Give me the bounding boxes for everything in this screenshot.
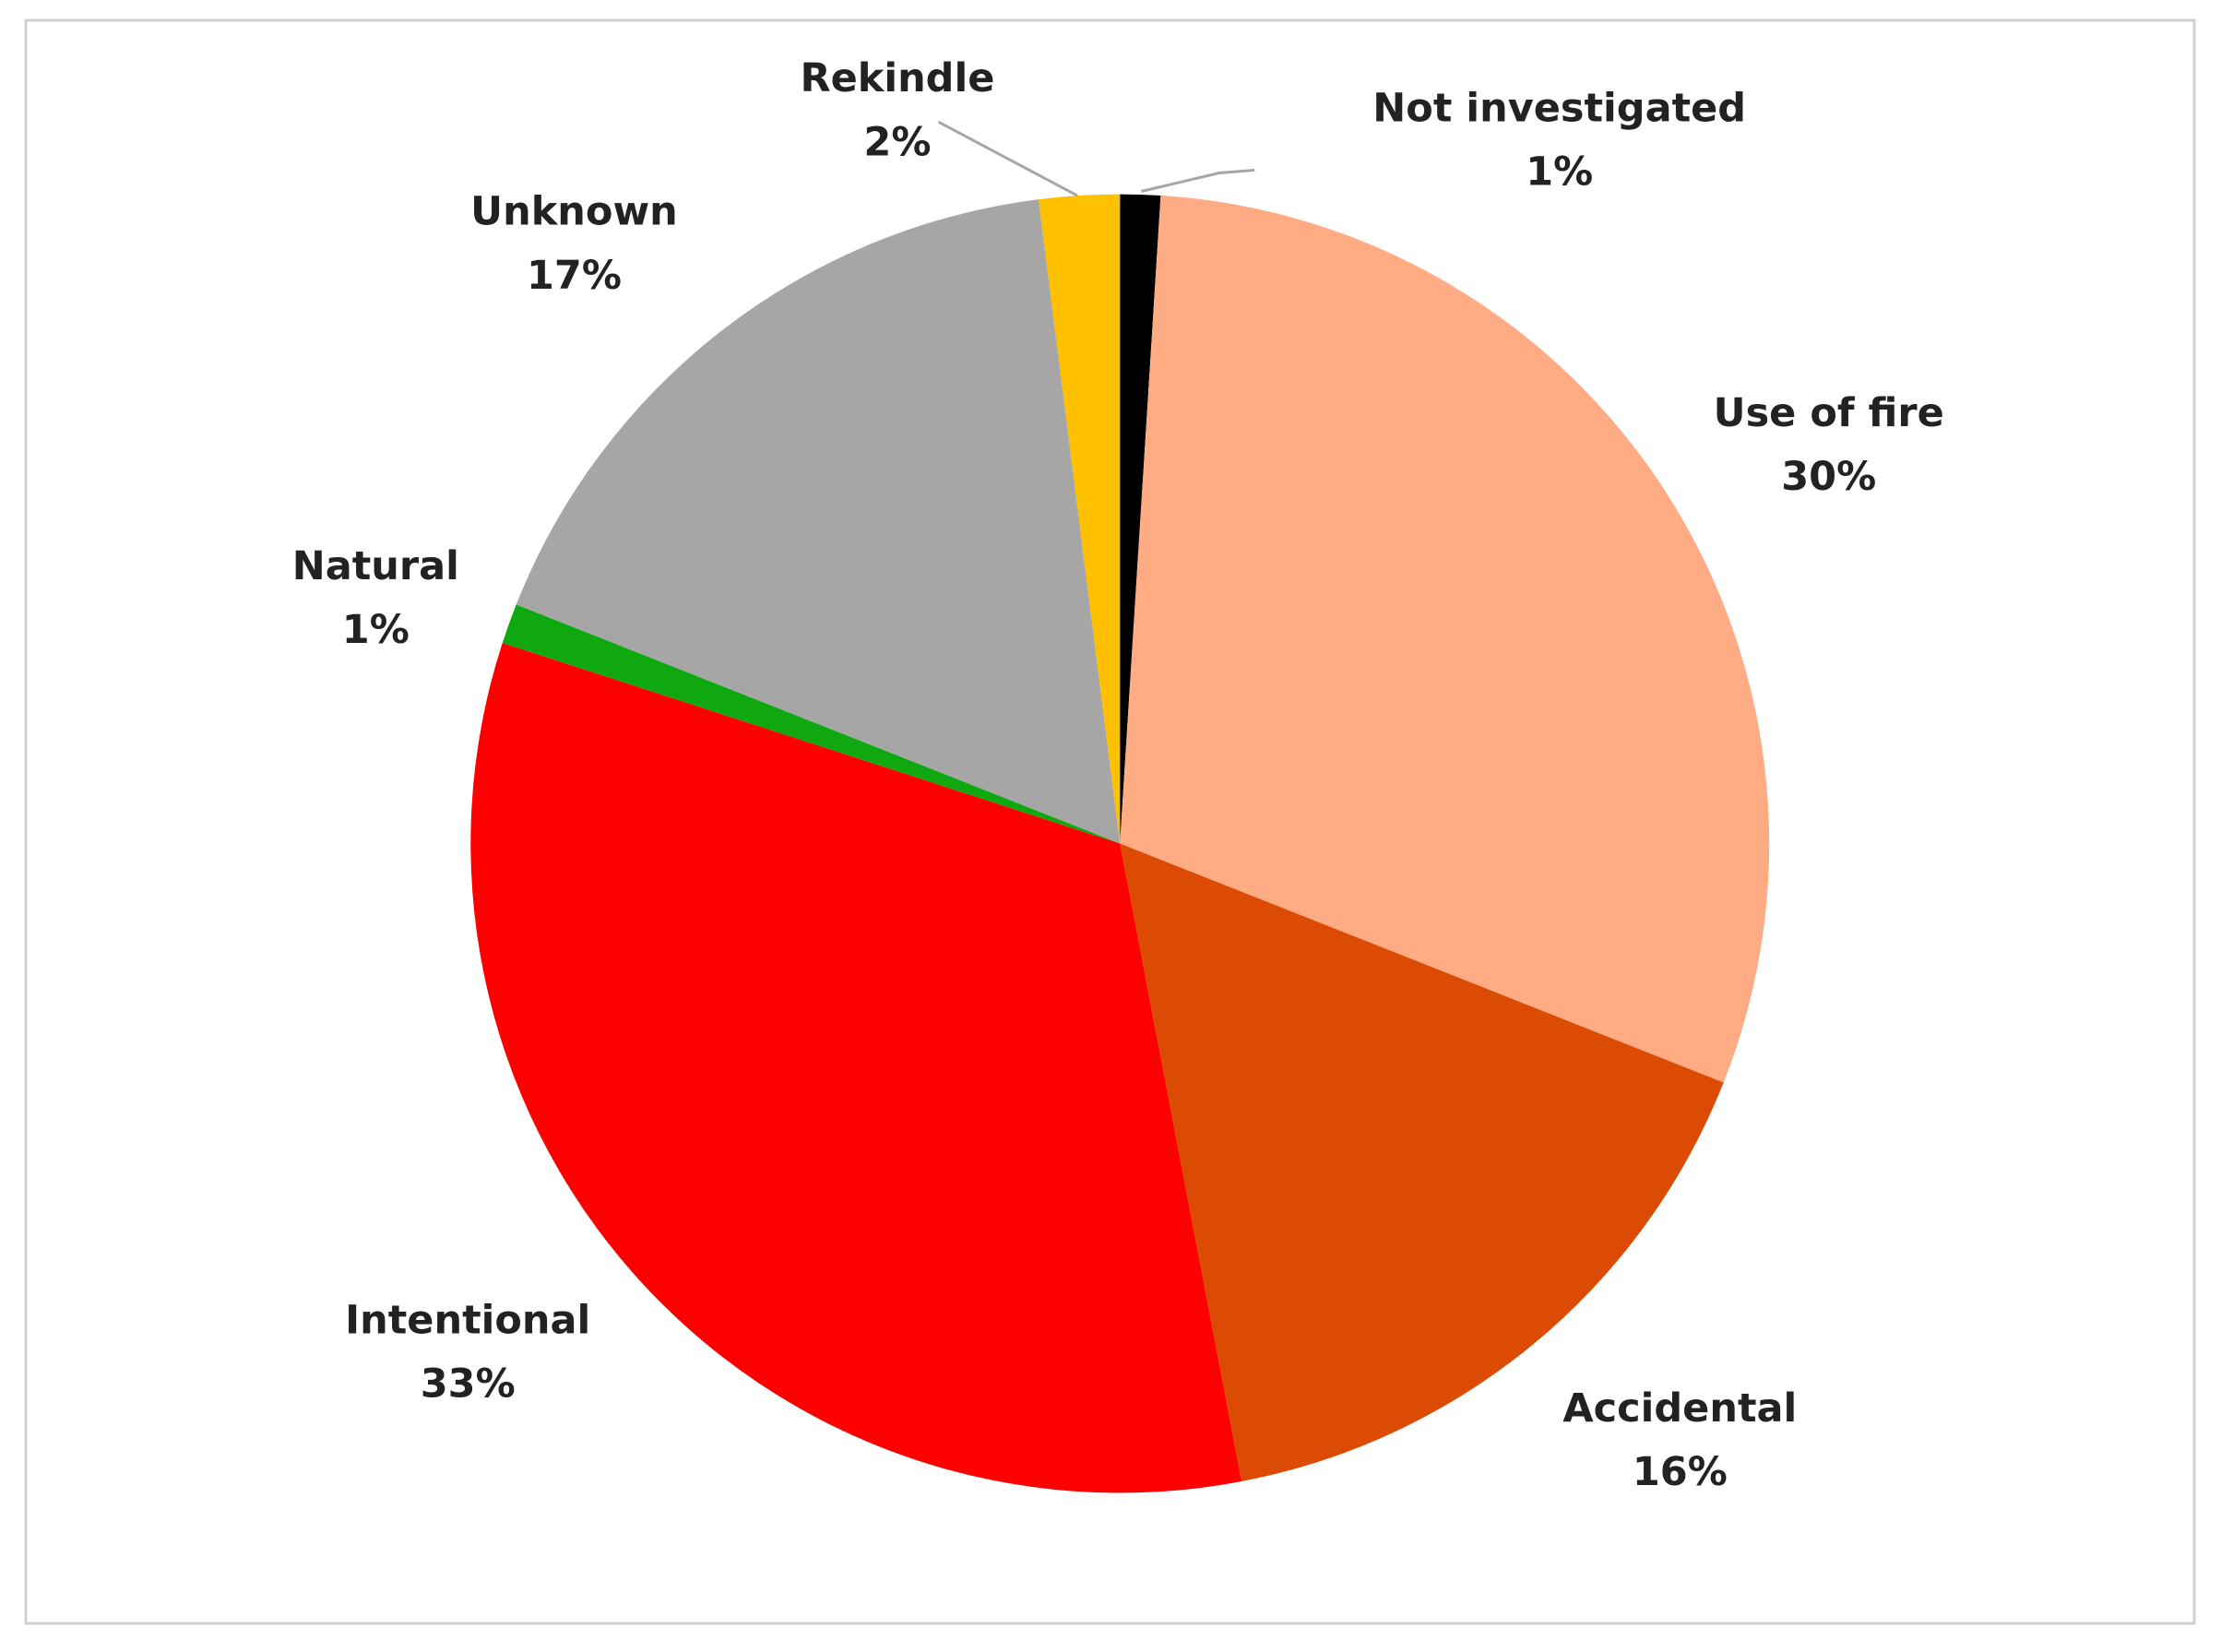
pie-slice [470, 642, 1242, 1493]
slice-label: Intentional [345, 1298, 590, 1344]
pie-slice [1120, 195, 1770, 1083]
pie-slice [1120, 843, 1724, 1481]
slice-label: Natural [292, 543, 459, 589]
value-label: 33% [421, 1361, 516, 1408]
pie-slice [1120, 194, 1161, 844]
leader-line [937, 120, 1078, 197]
slice-label: Rekindle [800, 55, 994, 101]
value-label: 30% [1781, 454, 1876, 500]
value-label: 17% [527, 253, 622, 299]
leader-line [1140, 168, 1255, 193]
slice-label: Unknown [470, 189, 678, 235]
pie [470, 194, 1770, 1493]
slice-label: Accidental [1562, 1385, 1797, 1432]
labels: Not investigated 1% Use of fire 30% Accident… [292, 55, 1944, 1495]
value-label: 2% [863, 119, 931, 165]
value-label: 1% [342, 607, 410, 653]
pie-slice [516, 199, 1121, 844]
value-label: 16% [1633, 1449, 1728, 1495]
slice-label: Not investigated [1372, 85, 1746, 131]
value-label: 1% [1526, 149, 1593, 196]
pie-slice [502, 604, 1121, 844]
slice-label: Use of fire [1714, 390, 1944, 436]
pie-slice [1039, 194, 1121, 844]
